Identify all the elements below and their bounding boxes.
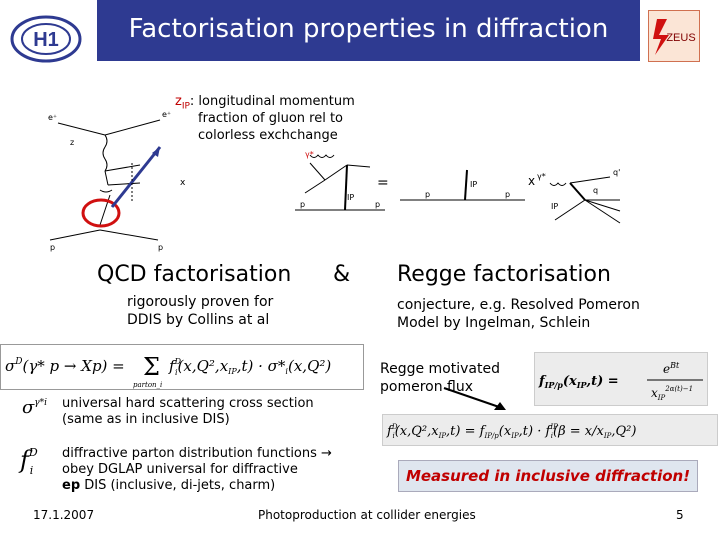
fd-desc-line3: ep DIS (inclusive, di-jets, charm) [62, 478, 276, 493]
pomeron-flux-formula: fIP/p(xIP,t) = eBt xIP2α(t)−1 [534, 352, 708, 406]
ampersand: & [333, 262, 351, 287]
p-out-label: p [158, 243, 163, 252]
p3-label: p [425, 190, 430, 199]
e-out-label: e⁺ [162, 110, 171, 119]
footer-center: Photoproduction at collider energies [258, 508, 476, 522]
sigma-hat-symbol: σγ*i [22, 397, 47, 418]
gamma-label: γ* [305, 150, 314, 159]
zeus-logo: ZEUS [648, 10, 700, 62]
e-in-label: e⁺ [48, 113, 57, 122]
fd-desc-line1: diffractive parton distribution function… [62, 446, 332, 461]
ip3-label: IP [551, 202, 558, 211]
left-feynman-diagram: e⁺ e⁺ x p p z [48, 110, 186, 252]
title-bar: Factorisation properties in diffraction [97, 0, 640, 61]
qcd-heading: QCD factorisation [97, 262, 292, 287]
zip-desc-line2: fraction of gluon rel to [198, 111, 344, 126]
zip-symbol: z [175, 94, 182, 109]
equals-sign: = [377, 175, 389, 191]
z-label: z [70, 138, 74, 147]
sigma-desc-line1: universal hard scattering cross section [62, 396, 314, 411]
sigma-desc-line2: (same as in inclusive DIS) [62, 412, 230, 427]
qcd-desc-line1: rigorously proven for [127, 294, 274, 310]
footer-date: 17.1.2007 [33, 508, 95, 522]
svg-text:fDi(x,Q²,xIP,t) · σ*i(x,Q²): fD i(x,Q²,xIP,t) · σ*i(x,Q²) [168, 357, 331, 377]
h1-logo: H1 [8, 14, 86, 64]
page-title: Factorisation properties in diffraction [128, 14, 609, 44]
q-label: q [593, 186, 598, 195]
qcd-factorisation-formula: σD(γ* p → Xp) = Σ parton_i fD i(x,Q²,xIP,… [0, 344, 364, 390]
zip-desc-line1: : longitudinal momentum [189, 94, 355, 109]
gamma2-label: γ* [537, 172, 546, 181]
svg-text:σD(γ* p → Xp) =: σD(γ* p → Xp) = [5, 357, 125, 375]
page-number: 5 [676, 508, 684, 522]
regge-flux-line1: Regge motivated [380, 361, 500, 377]
p2-label: p [375, 200, 380, 209]
regge-fd-formula: fD i(x,Q²,xIP,t) = fIP/p(xIP,t) · fIP i(β … [382, 414, 718, 446]
regge-heading: Regge factorisation [397, 262, 611, 287]
ep-text: ep [62, 478, 81, 493]
right-feynman-diagram: γ* IP p p = IP p p x γ* q' q IP [295, 150, 620, 224]
regge-desc-line2: Model by Ingelman, Schlein [397, 315, 591, 331]
times-sign: x [528, 174, 535, 188]
svg-text:parton_i: parton_i [133, 381, 162, 389]
h1-logo-text: H1 [33, 29, 59, 51]
svg-text:eBt: eBt [663, 361, 680, 376]
zeus-logo-text: ZEUS [666, 32, 695, 44]
svg-text:xIP2α(t)−1: xIP2α(t)−1 [651, 385, 693, 402]
fd-desc-line2: obey DGLAP universal for diffractive [62, 462, 298, 477]
p-in-label: p [50, 243, 55, 252]
svg-text:σγ*i: σγ*i [22, 397, 47, 418]
svg-text:fDi: fD i [18, 446, 38, 477]
measured-box: Measured in inclusive diffraction! [398, 460, 698, 492]
qcd-desc-line2: DDIS by Collins at al [127, 312, 270, 328]
x-label: x [180, 178, 186, 188]
svg-text:fDi(x,Q²,xIP,t) = fIP/p(xIP,t): fD i(x,Q²,xIP,t) = fIP/p(xIP,t) · fIP i(β … [386, 423, 636, 440]
zip-sub: IP [181, 101, 190, 112]
arrow-icon [443, 387, 506, 410]
regge-desc-line1: conjecture, e.g. Resolved Pomeron [397, 297, 640, 313]
p4-label: p [505, 190, 510, 199]
ip-label: IP [347, 193, 354, 202]
fid-symbol: fD i [18, 446, 38, 477]
svg-text:fIP/p(xIP,t) =: fIP/p(xIP,t) = [538, 374, 619, 390]
zip-desc-line3: colorless exchchange [198, 128, 338, 143]
svg-text:Σ: Σ [143, 353, 160, 381]
p1-label: p [300, 200, 305, 209]
measured-text: Measured in inclusive diffraction! [405, 467, 691, 485]
qprime-label: q' [613, 168, 620, 177]
zip-description: zIP: longitudinal momentum [175, 94, 355, 115]
ip2-label: IP [470, 180, 477, 189]
